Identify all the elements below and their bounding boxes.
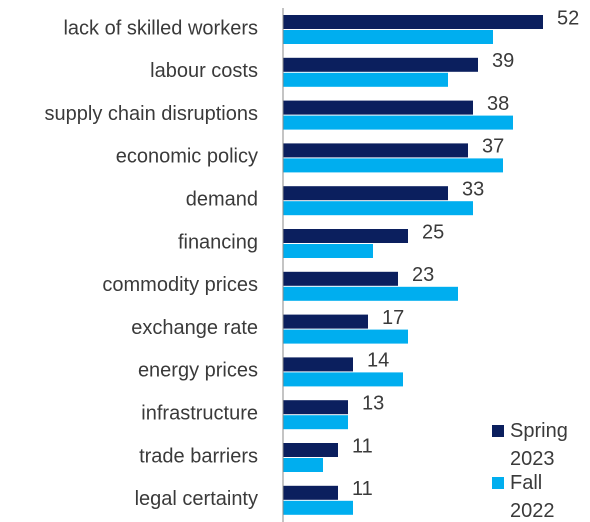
legend-label: Fall 2022 xyxy=(510,472,555,522)
legend-label: Spring 2023 xyxy=(510,420,568,470)
data-label: 17 xyxy=(382,307,404,329)
data-label: 25 xyxy=(422,221,444,243)
data-label: 14 xyxy=(367,350,389,372)
y-tick-label: financing xyxy=(178,231,258,253)
y-tick-label: exchange rate xyxy=(131,317,258,339)
data-label: 37 xyxy=(482,136,504,158)
bar xyxy=(283,15,543,29)
data-label: 38 xyxy=(487,93,509,115)
bar xyxy=(283,314,368,329)
bar xyxy=(283,201,473,216)
y-tick-label: infrastructure xyxy=(141,402,258,424)
bar xyxy=(283,500,353,515)
y-tick-label: labour costs xyxy=(150,60,258,82)
bar xyxy=(283,443,338,457)
bar xyxy=(283,415,348,430)
y-tick-label: legal certainty xyxy=(135,488,258,510)
bar xyxy=(283,372,403,387)
data-label: 23 xyxy=(412,264,434,286)
bar xyxy=(283,244,373,258)
data-label: 39 xyxy=(492,50,514,72)
data-label: 33 xyxy=(462,178,484,200)
data-label: 11 xyxy=(352,478,373,500)
bar xyxy=(283,286,458,301)
bar xyxy=(283,158,503,173)
bar xyxy=(283,400,348,415)
y-tick-label: energy prices xyxy=(138,360,258,382)
bar xyxy=(283,271,398,286)
y-tick-label: economic policy xyxy=(116,146,258,168)
bar xyxy=(283,115,513,130)
y-tick-label: demand xyxy=(186,188,258,210)
y-tick-label: trade barriers xyxy=(139,445,258,467)
data-label: 13 xyxy=(362,392,384,414)
bar xyxy=(283,143,468,158)
bar xyxy=(283,100,473,115)
bar xyxy=(283,30,493,44)
data-label: 52 xyxy=(557,7,579,29)
bar xyxy=(283,329,408,344)
y-tick-label: supply chain disruptions xyxy=(45,103,258,125)
bar xyxy=(283,458,323,472)
legend-swatch xyxy=(492,425,504,437)
bar xyxy=(283,186,448,201)
bar xyxy=(283,72,448,87)
bar xyxy=(283,357,353,372)
bar xyxy=(283,57,478,72)
bar xyxy=(283,485,338,500)
data-label: 11 xyxy=(352,435,373,457)
y-tick-label: commodity prices xyxy=(102,274,258,296)
y-tick-label: lack of skilled workers xyxy=(63,17,258,39)
legend-swatch xyxy=(492,477,504,489)
bar xyxy=(283,229,408,243)
